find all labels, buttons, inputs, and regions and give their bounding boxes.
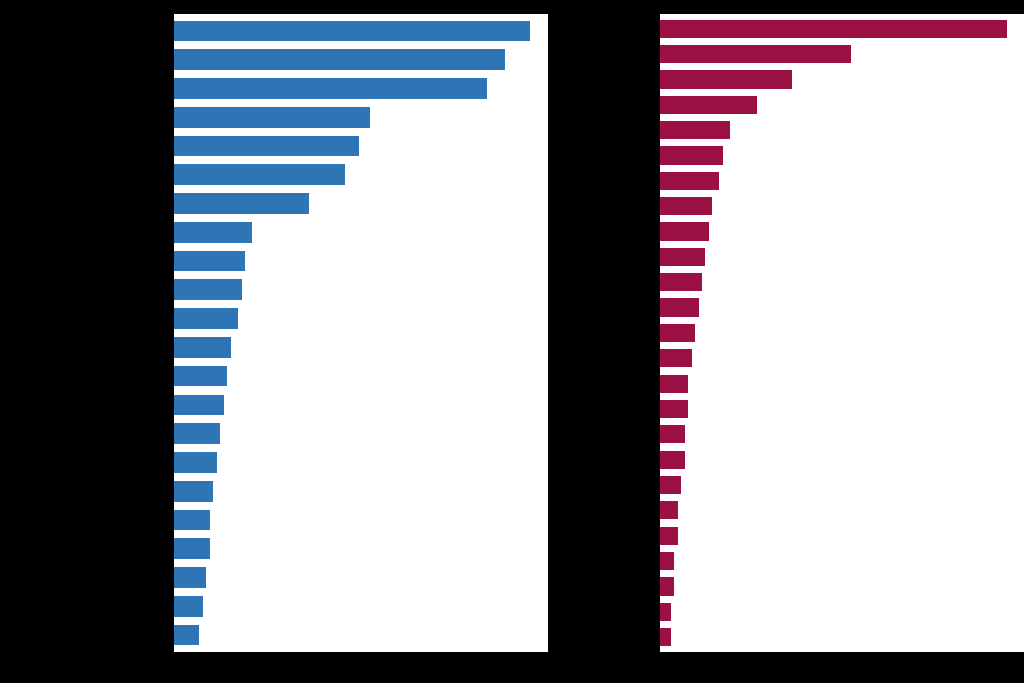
Bar (660, 70, 792, 89)
Bar (174, 20, 530, 41)
Bar (660, 400, 688, 418)
Bar (174, 395, 224, 415)
Bar (660, 577, 675, 596)
Bar (660, 602, 671, 621)
Bar (174, 510, 210, 530)
Bar (174, 78, 487, 99)
Bar (660, 273, 702, 292)
Bar (174, 337, 231, 358)
Bar (174, 222, 252, 242)
Bar (660, 197, 713, 215)
Bar (660, 349, 691, 367)
Bar (174, 538, 210, 559)
Bar (660, 451, 685, 469)
Bar (174, 366, 227, 387)
Bar (660, 501, 678, 520)
Bar (174, 49, 505, 70)
Bar (660, 374, 688, 393)
Bar (660, 45, 851, 64)
Bar (174, 308, 239, 329)
Bar (174, 481, 213, 501)
Bar (174, 107, 370, 128)
Bar (174, 251, 246, 271)
Bar (660, 20, 1007, 38)
Bar (174, 279, 242, 300)
Bar (660, 476, 681, 494)
Bar (660, 248, 706, 266)
Bar (174, 567, 206, 588)
Bar (660, 298, 698, 317)
Bar (660, 172, 719, 190)
Bar (660, 96, 758, 114)
Bar (660, 146, 723, 165)
Bar (174, 136, 359, 156)
Bar (174, 193, 309, 214)
Bar (660, 527, 678, 545)
Bar (660, 324, 695, 342)
Bar (174, 596, 203, 617)
Bar (174, 165, 345, 185)
Bar (174, 625, 199, 645)
Bar (660, 628, 671, 646)
Bar (660, 426, 685, 443)
Bar (660, 121, 730, 139)
Bar (174, 452, 217, 473)
Bar (660, 223, 709, 240)
Bar (174, 423, 220, 444)
Bar (660, 552, 675, 570)
